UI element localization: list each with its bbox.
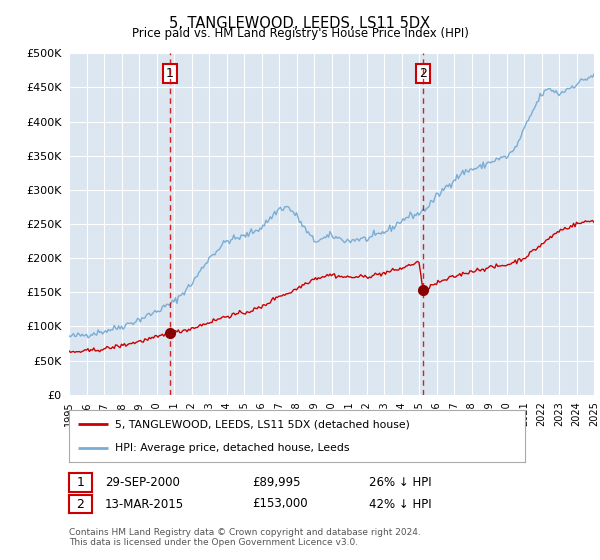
Text: Price paid vs. HM Land Registry's House Price Index (HPI): Price paid vs. HM Land Registry's House … [131, 27, 469, 40]
Text: 13-MAR-2015: 13-MAR-2015 [105, 497, 184, 511]
Text: 1: 1 [166, 67, 173, 80]
Text: 5, TANGLEWOOD, LEEDS, LS11 5DX: 5, TANGLEWOOD, LEEDS, LS11 5DX [169, 16, 431, 31]
Text: HPI: Average price, detached house, Leeds: HPI: Average price, detached house, Leed… [115, 443, 349, 453]
Text: £89,995: £89,995 [252, 476, 301, 489]
Text: 1: 1 [76, 476, 85, 489]
Text: Contains HM Land Registry data © Crown copyright and database right 2024.
This d: Contains HM Land Registry data © Crown c… [69, 528, 421, 547]
Text: 29-SEP-2000: 29-SEP-2000 [105, 476, 180, 489]
Text: £153,000: £153,000 [252, 497, 308, 511]
Text: 2: 2 [76, 497, 85, 511]
Text: 2: 2 [419, 67, 427, 80]
Text: 42% ↓ HPI: 42% ↓ HPI [369, 497, 431, 511]
Text: 5, TANGLEWOOD, LEEDS, LS11 5DX (detached house): 5, TANGLEWOOD, LEEDS, LS11 5DX (detached… [115, 419, 409, 430]
Text: 26% ↓ HPI: 26% ↓ HPI [369, 476, 431, 489]
